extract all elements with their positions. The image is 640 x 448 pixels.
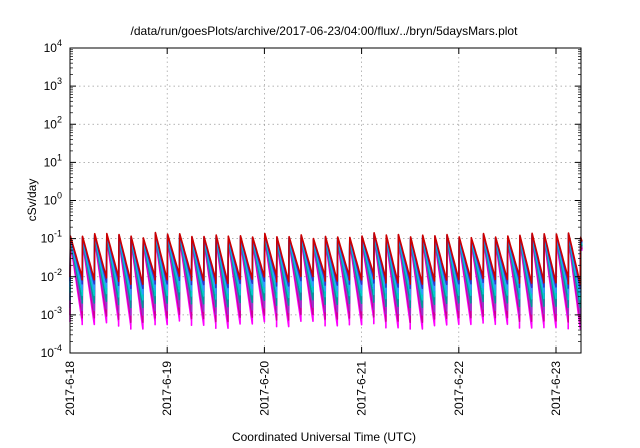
x-axis-label: Coordinated Universal Time (UTC) bbox=[232, 430, 416, 444]
y-tick-label: 10-3 bbox=[41, 305, 62, 322]
series-group bbox=[69, 231, 583, 330]
y-tick-label: 104 bbox=[44, 38, 62, 55]
chart-title: /data/run/goesPlots/archive/2017-06-23/0… bbox=[131, 24, 519, 38]
x-tick-label: 2017-6-20 bbox=[257, 361, 271, 416]
x-axis: 2017-6-18 2017-6-19 2017-6-20 2017-6-21 2017… bbox=[63, 48, 563, 416]
x-tick-label: 2017-6-19 bbox=[160, 361, 174, 416]
y-axis: 10-4 10-3 10-2 10-1 100 101 102 103 104 bbox=[41, 38, 581, 360]
y-tick-label: 102 bbox=[44, 114, 62, 131]
y-tick-label: 101 bbox=[44, 152, 62, 169]
grid bbox=[70, 48, 581, 353]
series-line bbox=[69, 231, 583, 285]
x-tick-label: 2017-6-23 bbox=[549, 361, 563, 416]
y-tick-label: 10-4 bbox=[41, 343, 62, 360]
x-tick-label: 2017-6-21 bbox=[355, 361, 369, 416]
x-tick-label: 2017-6-18 bbox=[63, 361, 77, 416]
y-tick-label: 10-1 bbox=[41, 229, 62, 246]
y-tick-label: 103 bbox=[44, 76, 62, 93]
y-axis-label: cSv/day bbox=[25, 179, 39, 222]
y-tick-label: 10-2 bbox=[41, 267, 62, 284]
y-tick-label: 100 bbox=[44, 191, 62, 208]
x-tick-label: 2017-6-22 bbox=[452, 361, 466, 416]
